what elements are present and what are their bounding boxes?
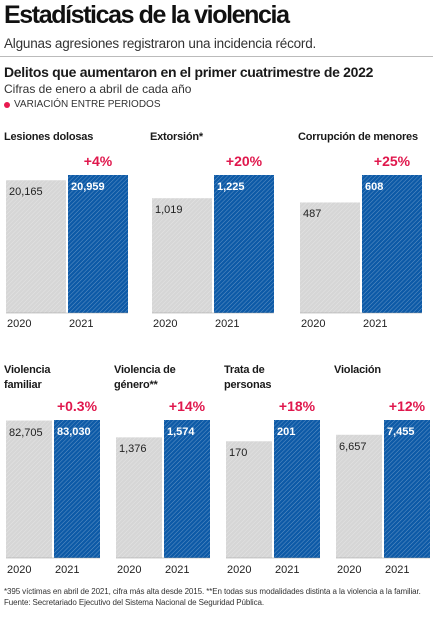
variation-label: +0.3%: [56, 398, 98, 414]
bar-texture: [54, 420, 100, 558]
year-label-2021: 2021: [55, 564, 80, 576]
bar-texture: [274, 420, 320, 558]
bar-texture: [226, 441, 272, 558]
chart-title: Violencia familiar: [4, 364, 51, 391]
value-label-2021: 608: [365, 181, 384, 193]
value-label-2020: 82,705: [9, 426, 43, 439]
chart-title: Violación: [334, 364, 381, 376]
year-label-2020: 2020: [301, 318, 326, 330]
bar-texture: [6, 420, 52, 558]
year-label-2020: 2020: [117, 564, 142, 576]
value-label-2020: 6,657: [339, 440, 367, 453]
page-title: Estadísticas de la violencia: [4, 1, 290, 29]
chart-title: Trata de personas: [224, 364, 272, 391]
bar-texture: [362, 175, 422, 313]
value-label-2021: 7,455: [387, 426, 415, 438]
legend-dot-icon: [4, 101, 10, 108]
footnote: *395 víctimas en abril de 2021, cifra má…: [4, 587, 421, 607]
section-subtitle: Cifras de enero a abril de cada año: [4, 82, 192, 96]
year-label-2020: 2020: [227, 564, 252, 576]
chart-title: Violencia de género**: [114, 364, 176, 391]
value-label-2021: 20,959: [71, 181, 105, 193]
year-label-2020: 2020: [7, 564, 32, 576]
variation-label: +4%: [83, 153, 113, 169]
bar-texture: [300, 202, 360, 313]
bar-texture: [152, 198, 212, 313]
value-label-2020: 1,019: [155, 204, 183, 217]
chart-title: Lesiones dolosas: [4, 131, 94, 143]
year-label-2021: 2021: [275, 564, 300, 576]
page-subtitle: Algunas agresiones registraron una incid…: [4, 36, 317, 51]
year-label-2021: 2021: [215, 318, 240, 330]
bar-texture: [214, 175, 274, 313]
year-label-2021: 2021: [385, 564, 410, 576]
header-divider: [0, 56, 433, 57]
bar-texture: [384, 420, 430, 558]
legend: VARIACIÓN ENTRE PERIODOS: [4, 99, 161, 110]
variation-label: +14%: [168, 398, 206, 414]
chart-title: Extorsión*: [150, 131, 204, 143]
year-label-2021: 2021: [165, 564, 190, 576]
year-label-2021: 2021: [363, 318, 388, 330]
value-label-2021: 201: [277, 426, 296, 438]
variation-label: +25%: [373, 153, 411, 169]
bar-texture: [116, 437, 162, 558]
chart-title: Corrupción de menores: [298, 131, 418, 143]
bar-texture: [6, 180, 66, 313]
year-label-2020: 2020: [153, 318, 178, 330]
value-label-2020: 487: [303, 208, 322, 221]
section-title: Delitos que aumentaron en el primer cuat…: [4, 64, 374, 80]
value-label-2021: 1,574: [167, 426, 195, 438]
bar-texture: [68, 175, 128, 313]
variation-label: +20%: [225, 153, 263, 169]
value-label-2020: 1,376: [119, 443, 147, 456]
value-label-2020: 20,165: [9, 186, 43, 199]
value-label-2021: 1,225: [217, 181, 245, 193]
bar-texture: [164, 420, 210, 558]
variation-label: +18%: [278, 398, 316, 414]
legend-label: VARIACIÓN ENTRE PERIODOS: [14, 99, 161, 110]
value-label-2021: 83,030: [57, 426, 91, 438]
value-label-2020: 170: [229, 447, 248, 460]
year-label-2021: 2021: [69, 318, 94, 330]
variation-label: +12%: [388, 398, 426, 414]
year-label-2020: 2020: [7, 318, 32, 330]
bar-texture: [336, 434, 382, 558]
year-label-2020: 2020: [337, 564, 362, 576]
